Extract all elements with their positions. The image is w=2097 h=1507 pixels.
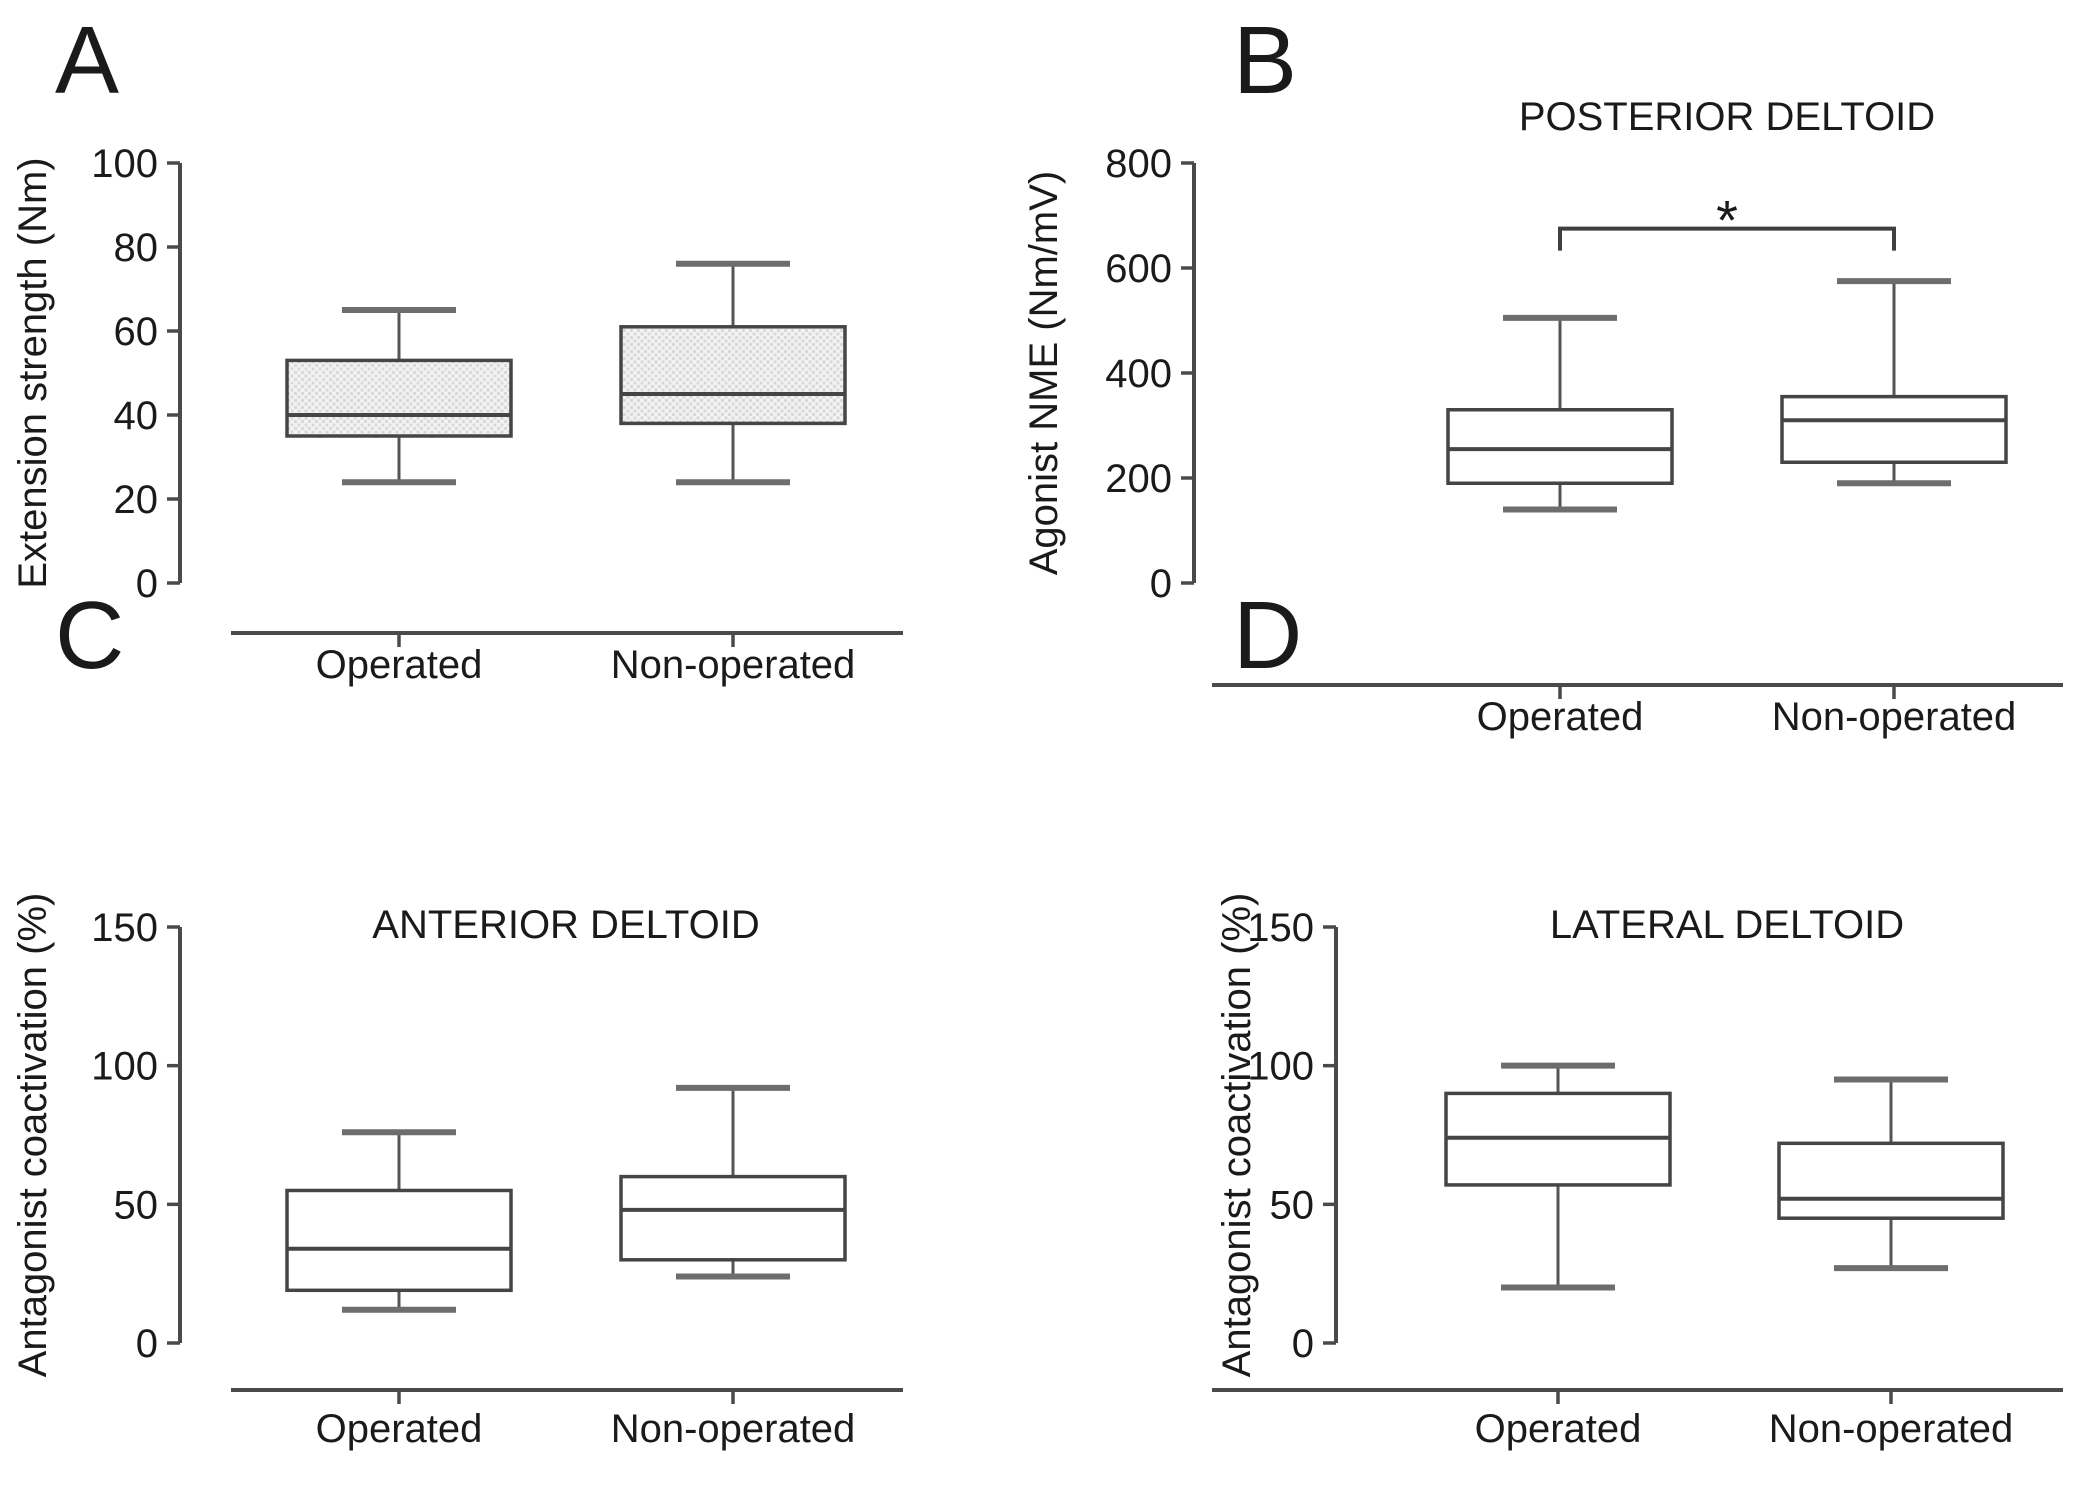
panel-letter: D	[1233, 582, 1302, 689]
y-tick-label: 200	[1105, 457, 1172, 501]
y-axis-label: Antagonist coactivation (%)	[1215, 893, 1259, 1378]
y-tick-label: 20	[114, 478, 159, 522]
box-operated	[285, 307, 513, 486]
y-axis-label: Agonist NME (Nm/mV)	[1022, 171, 1066, 576]
box-non-operated	[619, 1084, 847, 1280]
x-category-label: Non-operated	[1772, 695, 2017, 739]
iqr-box	[285, 1188, 513, 1293]
iqr-box	[1446, 408, 1674, 485]
panel-title: LATERAL DELTOID	[1550, 903, 1904, 947]
y-tick-label: 150	[91, 906, 158, 950]
panel-letter: B	[1233, 7, 1297, 114]
x-category-label: Operated	[1477, 695, 1644, 739]
y-tick-label: 0	[136, 562, 158, 606]
panel-title: ANTERIOR DELTOID	[372, 903, 759, 947]
iqr-box	[1777, 1141, 2005, 1220]
y-tick-label: 50	[114, 1183, 159, 1227]
y-tick-label: 60	[114, 310, 159, 354]
x-category-label: Non-operated	[611, 643, 856, 687]
y-tick-label: 100	[1247, 1045, 1314, 1089]
box-operated	[1446, 314, 1674, 513]
x-category-label: Non-operated	[1769, 1407, 2014, 1451]
y-tick-label: 100	[91, 142, 158, 186]
panel-c: C ANTERIOR DELTOID 0 50 100 150 Antagonist coa…	[11, 582, 903, 1451]
x-category-label: Operated	[316, 1407, 483, 1451]
y-axis-label: Antagonist coactivation (%)	[11, 893, 55, 1378]
y-tick-label: 400	[1105, 352, 1172, 396]
y-tick-label: 150	[1247, 906, 1314, 950]
y-tick-label: 0	[1292, 1322, 1314, 1366]
x-category-label: Operated	[1475, 1407, 1642, 1451]
panel-b: B POSTERIOR DELTOID 0 200 400 600 800 Agonist N…	[1022, 7, 2063, 739]
y-tick-label: 0	[1150, 562, 1172, 606]
panel-a: A 0 20 40 60 80 100 Extension strength (Nm) Oper…	[11, 7, 903, 687]
iqr-box	[619, 325, 847, 426]
panel-letter: A	[55, 7, 119, 114]
y-tick-label: 40	[114, 394, 159, 438]
significance-bracket	[1558, 226, 1896, 251]
box-non-operated	[1780, 278, 2008, 487]
iqr-box	[1780, 394, 2008, 464]
y-tick-label: 80	[114, 226, 159, 270]
box-non-operated	[1777, 1076, 2005, 1272]
y-tick-label: 0	[136, 1322, 158, 1366]
panel-letter: C	[55, 582, 124, 689]
iqr-box	[285, 358, 513, 438]
box-operated	[1444, 1062, 1672, 1291]
x-category-label: Operated	[316, 643, 483, 687]
x-category-label: Non-operated	[611, 1407, 856, 1451]
panel-title: POSTERIOR DELTOID	[1519, 95, 1935, 139]
significance-asterisk: *	[1716, 189, 1738, 252]
y-tick-label: 50	[1270, 1183, 1315, 1227]
box-operated	[285, 1129, 513, 1313]
y-tick-label: 800	[1105, 142, 1172, 186]
y-tick-label: 600	[1105, 247, 1172, 291]
iqr-box	[619, 1174, 847, 1262]
y-tick-label: 100	[91, 1045, 158, 1089]
box-non-operated	[619, 260, 847, 486]
y-axis-label: Extension strength (Nm)	[11, 157, 55, 588]
